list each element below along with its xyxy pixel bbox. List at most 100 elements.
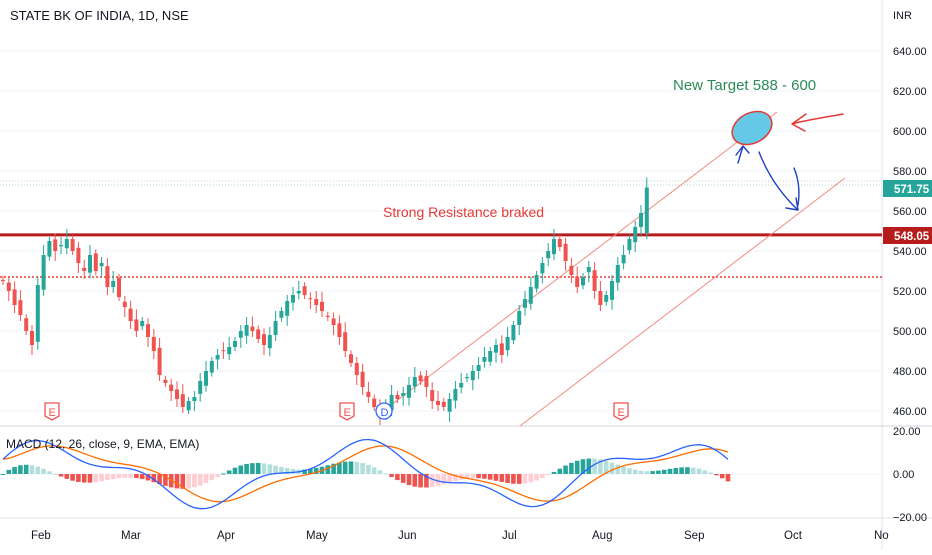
candle-body <box>343 332 348 351</box>
candle <box>70 235 75 255</box>
candle <box>180 384 185 413</box>
macd-histogram-bar <box>157 474 162 485</box>
candle-body <box>511 325 516 341</box>
candle-body <box>35 285 40 342</box>
macd-histogram-bar <box>650 471 655 474</box>
candle-body <box>262 334 266 345</box>
macd-histogram-bar <box>656 470 661 474</box>
macd-histogram-bar <box>360 462 365 474</box>
macd-histogram-bar <box>638 470 644 474</box>
macd-histogram-bar <box>139 474 145 480</box>
macd-histogram-bar <box>406 474 412 486</box>
resistance-price-label: 548.05 <box>883 227 932 244</box>
candle-body <box>59 245 63 247</box>
earnings-shape <box>339 402 355 421</box>
candle-body <box>99 263 104 267</box>
candle-body <box>279 311 284 318</box>
candle <box>331 312 336 335</box>
candle <box>627 235 632 255</box>
price-tick-label: 480.00 <box>893 366 927 378</box>
candle-body <box>575 276 580 287</box>
candle <box>354 357 359 385</box>
candle <box>6 276 11 301</box>
candle-body <box>523 299 527 308</box>
candle-body <box>447 399 452 412</box>
event-marker-label: E <box>344 407 351 419</box>
candle <box>18 290 23 321</box>
macd-histogram-bar <box>331 463 336 474</box>
candle <box>557 235 562 251</box>
candle-body <box>418 375 423 381</box>
candle <box>615 257 620 291</box>
macd-line <box>2 438 729 510</box>
macd-histogram-bar <box>313 468 319 474</box>
macd-histogram-bar <box>719 474 725 479</box>
macd-histogram-bar <box>221 473 226 475</box>
macd-histogram-bar <box>145 474 151 481</box>
candle-body <box>366 391 371 397</box>
candle-body <box>412 377 417 387</box>
macd-histogram-bar <box>487 474 493 480</box>
target-label: New Target 588 - 600 <box>673 77 816 94</box>
macd-histogram-bar <box>122 474 128 478</box>
candle <box>314 291 319 313</box>
candle-body <box>505 337 510 351</box>
candle-body <box>192 397 197 401</box>
candle <box>418 371 423 385</box>
price-tick-label: 540.00 <box>893 246 927 258</box>
candle-body <box>140 321 145 327</box>
candle <box>53 233 58 261</box>
candle <box>610 275 614 310</box>
candle-body <box>349 354 353 363</box>
candle <box>111 271 116 293</box>
candle-body <box>12 289 17 305</box>
candle <box>523 291 527 316</box>
candle <box>644 177 649 239</box>
target-ellipse <box>731 110 773 146</box>
candle-body <box>24 318 29 331</box>
candle-body <box>221 350 226 352</box>
candle <box>64 229 69 255</box>
macd-histogram-bar <box>18 465 23 474</box>
candle-body <box>308 298 313 300</box>
candle <box>221 342 226 359</box>
time-axis[interactable]: Feb Mar Apr May Jun Jul Aug Sep Oct No <box>31 530 889 542</box>
candle <box>407 377 411 406</box>
candle <box>424 370 429 397</box>
candle-body <box>476 365 481 371</box>
candle <box>488 347 493 366</box>
macd-histogram-bar <box>186 474 191 489</box>
candle <box>459 373 464 394</box>
macd-histogram-bar <box>203 474 209 484</box>
macd-histogram-bar <box>226 470 232 474</box>
candle <box>540 257 545 284</box>
candle-body <box>238 331 243 338</box>
macd-histogram-bar <box>76 474 81 482</box>
candle-body <box>546 251 551 259</box>
candle <box>465 373 469 383</box>
event-marker-label: E <box>49 407 56 419</box>
macd-histogram-bar <box>418 474 423 488</box>
macd-histogram-bar <box>545 474 551 476</box>
candle-body <box>180 394 185 407</box>
candle <box>569 257 574 283</box>
candle-body <box>360 371 365 387</box>
candle-body <box>430 390 435 401</box>
macd-histogram-bar <box>93 474 99 483</box>
price-axis[interactable]: 640.00 620.00 600.00 580.00 560.00 540.00 520.… <box>893 46 927 524</box>
candle-body <box>557 239 562 247</box>
macd-histogram-bar <box>412 474 418 487</box>
candle <box>186 397 191 415</box>
candle <box>534 271 539 293</box>
macd-histogram-bar <box>244 463 249 474</box>
event-marker-label: D <box>381 407 389 419</box>
candle <box>412 367 417 393</box>
macd-histogram-bar <box>679 467 684 474</box>
candle-body <box>267 335 272 349</box>
channel-upper-line <box>381 111 778 413</box>
macd-histogram-bar <box>255 462 261 474</box>
macd-histogram-bar <box>569 462 574 474</box>
macd-histogram-bar <box>279 466 284 474</box>
macd-indicator-label[interactable]: MACD (12, 26, close, 9, EMA, EMA) <box>6 437 200 451</box>
